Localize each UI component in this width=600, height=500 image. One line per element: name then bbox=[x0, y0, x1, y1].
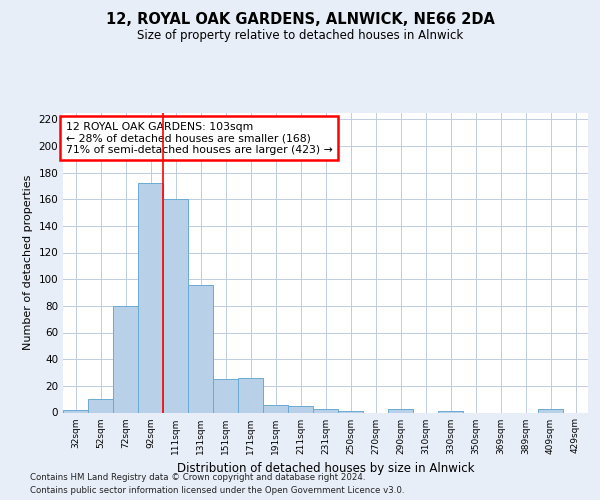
Bar bbox=[113, 306, 138, 412]
Bar bbox=[238, 378, 263, 412]
Bar bbox=[288, 406, 313, 412]
Text: 12 ROYAL OAK GARDENS: 103sqm
← 28% of detached houses are smaller (168)
71% of s: 12 ROYAL OAK GARDENS: 103sqm ← 28% of de… bbox=[65, 122, 332, 154]
Text: Contains public sector information licensed under the Open Government Licence v3: Contains public sector information licen… bbox=[30, 486, 404, 495]
Text: Size of property relative to detached houses in Alnwick: Size of property relative to detached ho… bbox=[137, 29, 463, 42]
Bar bbox=[188, 284, 213, 412]
Text: Contains HM Land Registry data © Crown copyright and database right 2024.: Contains HM Land Registry data © Crown c… bbox=[30, 472, 365, 482]
Bar bbox=[313, 408, 338, 412]
Bar bbox=[138, 183, 163, 412]
X-axis label: Distribution of detached houses by size in Alnwick: Distribution of detached houses by size … bbox=[177, 462, 474, 475]
Bar bbox=[338, 411, 363, 412]
Bar bbox=[263, 404, 288, 412]
Bar bbox=[63, 410, 88, 412]
Bar bbox=[163, 199, 188, 412]
Bar bbox=[438, 411, 463, 412]
Bar bbox=[538, 408, 563, 412]
Bar bbox=[88, 399, 113, 412]
Text: 12, ROYAL OAK GARDENS, ALNWICK, NE66 2DA: 12, ROYAL OAK GARDENS, ALNWICK, NE66 2DA bbox=[106, 12, 494, 28]
Y-axis label: Number of detached properties: Number of detached properties bbox=[23, 175, 33, 350]
Bar bbox=[213, 379, 238, 412]
Bar bbox=[388, 408, 413, 412]
